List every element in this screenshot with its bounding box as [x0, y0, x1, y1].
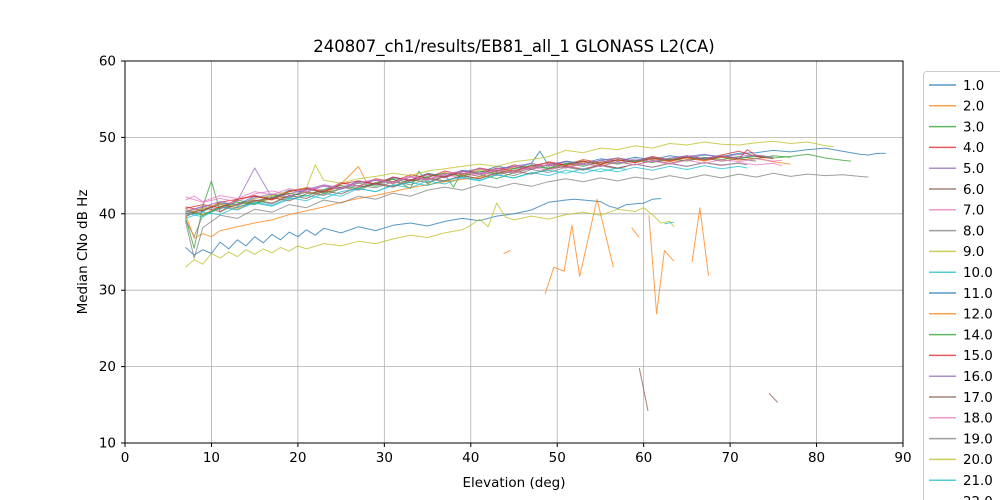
y-tick-label: 10	[99, 436, 116, 452]
legend-item-11.0: 11.0	[929, 287, 993, 302]
x-tick-label: 90	[894, 450, 911, 466]
legend-label: 2.0	[963, 100, 984, 115]
series-line-1.0	[185, 147, 886, 216]
legend-label: 11.0	[963, 287, 993, 302]
legend-item-7.0: 7.0	[929, 204, 984, 219]
x-tick-label: 20	[289, 450, 306, 466]
y-tick-label: 60	[99, 54, 116, 70]
legend-label: 8.0	[963, 224, 984, 239]
legend-label: 18.0	[963, 412, 993, 427]
legend-label: 20.0	[963, 453, 993, 468]
series-line-12.0	[544, 198, 614, 295]
grid-layer	[124, 60, 904, 444]
y-axis-label: Median CNo dB Hz	[75, 190, 91, 315]
legend-item-18.0: 18.0	[929, 412, 993, 427]
series-line-17.0	[768, 392, 779, 403]
legend-item-1.0: 1.0	[929, 79, 984, 94]
y-tick-label: 40	[99, 206, 116, 222]
legend-label: 12.0	[963, 308, 993, 323]
legend-label: 16.0	[963, 370, 993, 385]
legend-item-21.0: 21.0	[929, 474, 993, 489]
y-tick-label: 20	[99, 359, 116, 375]
legend-label: 22.0	[963, 495, 993, 500]
series-line-20.0	[185, 202, 675, 268]
legend: 1.0 2.0 3.0 4.0 5.0 6.0 7.0 8.0 9.0 10.0 11.0 12.0 1…	[923, 71, 1000, 500]
x-tick-label: 60	[635, 450, 652, 466]
series-line-21.0	[185, 167, 627, 219]
legend-label: 10.0	[963, 266, 993, 281]
plot-border	[124, 60, 904, 444]
legend-box	[923, 71, 1000, 500]
x-tick-label: 10	[203, 450, 220, 466]
legend-item-9.0: 9.0	[929, 245, 984, 260]
series-line-16.0	[185, 154, 774, 213]
legend-item-22.0: 22.0	[963, 495, 993, 500]
y-tick-label: 50	[99, 130, 116, 146]
legend-label: 3.0	[963, 120, 984, 135]
legend-item-14.0: 14.0	[929, 328, 993, 343]
series-line-17.0	[638, 368, 649, 411]
legend-item-20.0: 20.0	[929, 453, 993, 468]
legend-item-12.0: 12.0	[929, 308, 993, 323]
chart-title: 240807_ch1/results/EB81_all_1 GLONASS L2…	[313, 37, 715, 57]
legend-label: 9.0	[963, 245, 984, 260]
x-tick-label: 40	[462, 450, 479, 466]
legend-label: 14.0	[963, 328, 993, 343]
legend-label: 6.0	[963, 183, 984, 198]
series-line-12.0	[185, 175, 489, 239]
legend-item-8.0: 8.0	[929, 224, 984, 239]
legend-item-19.0: 19.0	[929, 432, 993, 447]
x-tick-label: 0	[121, 450, 130, 466]
series-line-18.0	[185, 158, 783, 203]
legend-item-10.0: 10.0	[929, 266, 993, 281]
series-line-19.0	[185, 172, 869, 259]
series-line-11.0	[185, 198, 662, 256]
legend-item-2.0: 2.0	[929, 100, 984, 115]
series-line-12.0	[648, 215, 675, 315]
series-line-12.0	[631, 227, 640, 238]
y-tick-label: 30	[99, 283, 116, 299]
legend-item-15.0: 15.0	[929, 349, 993, 364]
legend-item-5.0: 5.0	[929, 162, 984, 177]
legend-item-16.0: 16.0	[929, 370, 993, 385]
series-line-12.0	[691, 207, 709, 276]
legend-label: 19.0	[963, 432, 993, 447]
legend-label: 7.0	[963, 204, 984, 219]
series-layer	[185, 140, 886, 411]
legend-label: 17.0	[963, 391, 993, 406]
legend-label: 21.0	[963, 474, 993, 489]
legend-item-17.0: 17.0	[929, 391, 993, 406]
legend-item-3.0: 3.0	[929, 120, 984, 135]
series-line-12.0	[503, 250, 511, 254]
series-line-21.0	[664, 221, 674, 225]
x-tick-label: 80	[808, 450, 825, 466]
x-axis-label: Elevation (deg)	[463, 475, 566, 491]
x-tick-label: 70	[722, 450, 739, 466]
legend-label: 5.0	[963, 162, 984, 177]
legend-label: 1.0	[963, 79, 984, 94]
x-tick-label: 30	[376, 450, 393, 466]
legend-item-4.0: 4.0	[929, 141, 984, 156]
legend-label: 4.0	[963, 141, 984, 156]
series-line-14.0	[185, 153, 852, 216]
series-line-10.0	[185, 165, 748, 218]
x-tick-label: 50	[549, 450, 566, 466]
legend-label: 15.0	[963, 349, 993, 364]
axes-layer: 0 10 20 30 40 50 60 70 80 90 10 20 30 40 50 60	[99, 54, 912, 467]
legend-item-6.0: 6.0	[929, 183, 984, 198]
